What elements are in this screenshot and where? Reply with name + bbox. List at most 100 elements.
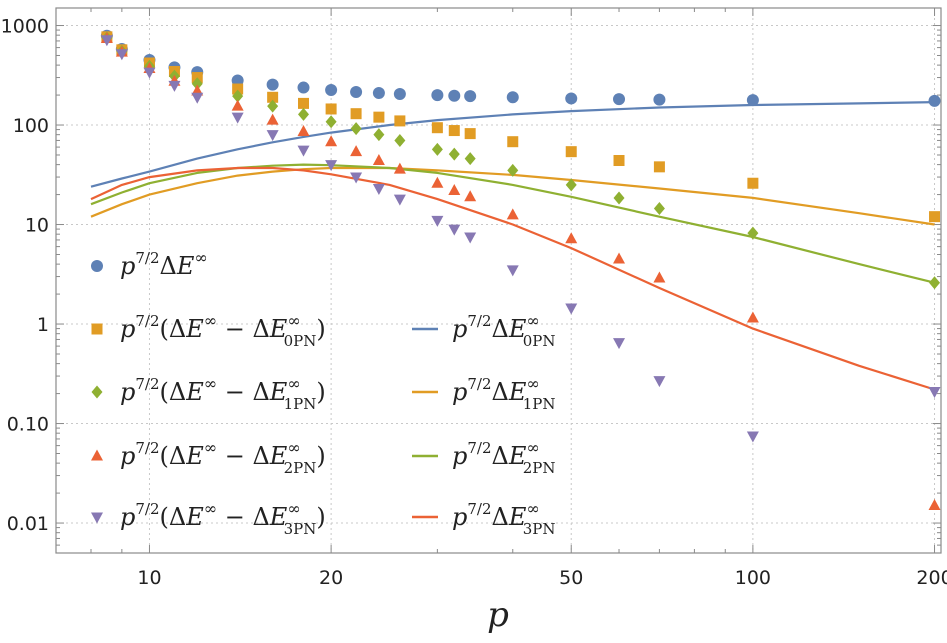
data-point-diamond — [464, 152, 476, 166]
legend-marker-circle — [91, 260, 103, 272]
data-point-diamond — [350, 122, 362, 136]
data-point-triangle-down — [448, 224, 461, 236]
y-tick-label: 0.10 — [7, 414, 49, 436]
data-point-triangle-down — [506, 265, 519, 277]
data-point-square — [298, 97, 310, 109]
data-point-triangle-down — [191, 92, 204, 104]
data-point-square — [613, 155, 625, 167]
data-point-triangle-up — [448, 183, 461, 195]
data-point-triangle-up — [191, 84, 204, 96]
data-point-diamond — [929, 276, 941, 290]
data-point-circle — [746, 94, 759, 107]
data-point-triangle-up — [746, 311, 759, 323]
data-point-square — [929, 211, 941, 223]
data-point-triangle-down — [297, 145, 310, 157]
data-point-circle — [372, 86, 385, 99]
data-point-circle — [266, 78, 279, 91]
x-tick-label: 100 — [735, 567, 771, 589]
data-point-circle — [653, 93, 666, 106]
data-point-triangle-down — [372, 184, 385, 196]
data-point-square — [350, 108, 362, 120]
data-point-circle — [613, 93, 626, 106]
data-point-diamond — [267, 99, 279, 113]
data-point-triangle-up — [653, 271, 666, 283]
data-point-square — [653, 161, 665, 173]
data-point-circle — [231, 74, 244, 87]
data-point-triangle-down — [653, 376, 666, 388]
y-tick-label: 100 — [13, 115, 49, 137]
data-point-diamond — [431, 142, 443, 156]
legend-label-scatter: p7/2ΔE∞ — [120, 248, 208, 280]
data-point-circle — [393, 88, 406, 101]
y-tick-label: 10 — [25, 215, 49, 237]
data-point-square — [464, 128, 476, 140]
x-tick-label: 50 — [559, 567, 583, 589]
legend-marker-triangle-down — [91, 512, 103, 524]
legend-label-line: p7/2ΔE∞ 3PN — [452, 499, 555, 538]
legend-label-line: p7/2ΔE∞ 1PN — [452, 374, 555, 413]
data-point-diamond — [507, 163, 519, 177]
data-point-triangle-down — [350, 172, 363, 184]
x-tick-label: 20 — [319, 567, 343, 589]
y-tick-label: 0.01 — [7, 513, 49, 535]
y-tick-labels: 0.01 0.10 1 10 100 1000 — [1, 16, 49, 536]
data-point-triangle-down — [393, 194, 406, 206]
data-point-diamond — [394, 133, 406, 147]
data-point-circle — [928, 94, 941, 107]
data-point-diamond — [653, 201, 665, 215]
legend-label-scatter: p7/2(ΔE∞ − ΔE∞ 1PN) — [120, 374, 326, 413]
data-point-square — [448, 125, 460, 137]
x-tick-labels: 10 20 50 100 200 — [137, 567, 947, 589]
data-point-diamond — [298, 107, 310, 121]
data-point-triangle-down — [115, 49, 128, 61]
data-point-circle — [297, 81, 310, 94]
data-point-diamond — [448, 147, 460, 161]
legend-label-line: p7/2ΔE∞ 0PN — [452, 311, 555, 350]
data-point-triangle-up — [393, 162, 406, 174]
data-point-triangle-down — [100, 35, 113, 47]
data-point-circle — [565, 92, 578, 105]
plot-frame — [55, 7, 942, 554]
grid — [56, 8, 941, 553]
data-point-triangle-down — [464, 232, 477, 244]
legend-label-scatter: p7/2(ΔE∞ − ΔE∞ 2PN) — [120, 438, 326, 477]
data-point-square — [325, 103, 337, 115]
data-point-triangle-down — [143, 67, 156, 79]
data-point-circle — [350, 85, 363, 98]
data-point-triangle-up — [464, 190, 477, 202]
data-point-triangle-down — [746, 431, 759, 443]
data-point-square — [747, 177, 759, 189]
data-point-triangle-up — [928, 499, 941, 511]
data-point-triangle-down — [231, 112, 244, 124]
data-point-triangle-up — [231, 99, 244, 111]
legend-marker-triangle-up — [91, 449, 103, 461]
data-point-triangle-up — [565, 232, 578, 244]
data-point-triangle-down — [565, 303, 578, 315]
data-point-circle — [431, 89, 444, 102]
data-point-diamond — [232, 89, 244, 103]
x-tick-label: 200 — [916, 567, 947, 589]
data-points — [100, 29, 941, 511]
data-point-square — [232, 83, 244, 95]
legend-label-scatter: p7/2(ΔE∞ − ΔE∞ 3PN) — [120, 499, 326, 538]
data-point-triangle-up — [506, 208, 519, 220]
data-point-square — [565, 146, 577, 158]
series-line-2pn — [90, 163, 935, 284]
data-point-circle — [325, 83, 338, 96]
x-axis-title: p — [487, 595, 509, 635]
legend-marker-square — [91, 323, 103, 335]
y-tick-label: 1 — [37, 314, 49, 336]
data-point-square — [431, 122, 443, 134]
data-point-diamond — [373, 128, 385, 142]
data-point-triangle-down — [928, 386, 941, 398]
legend-label-scatter: p7/2(ΔE∞ − ΔE∞ 0PN) — [120, 311, 326, 350]
series-line-1pn — [90, 166, 935, 226]
x-tick-label: 10 — [137, 567, 161, 589]
data-point-triangle-up — [372, 154, 385, 166]
data-point-circle — [448, 89, 461, 102]
data-point-square — [394, 115, 406, 127]
legend-marker-diamond — [91, 385, 103, 399]
data-point-triangle-down — [325, 160, 338, 172]
data-point-triangle-up — [266, 113, 279, 125]
